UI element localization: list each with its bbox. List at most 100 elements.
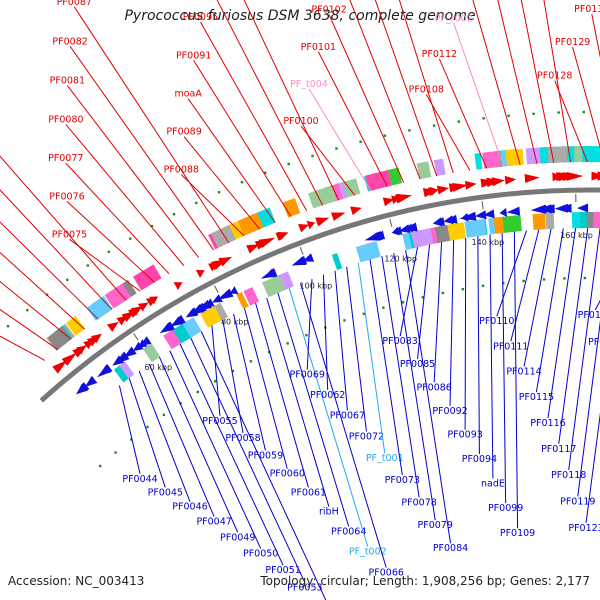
forward-gene-arrow [566,171,584,181]
reverse-gene-arrow [204,298,215,307]
forward-leader-line [193,60,292,217]
forward-gene-label: PF0076 [49,191,84,202]
forward-category-box [228,221,245,240]
outer-tick-mark [408,129,411,132]
reverse-gene-arrow [392,226,403,235]
reverse-leader-line [277,292,350,527]
inner-tick-mark [461,287,465,291]
forward-leader-line [349,0,421,180]
reverse-category-box [402,232,413,250]
reverse-leader-line [211,325,221,416]
reverse-leader-line [222,319,244,433]
reverse-gene-label: PF0114 [506,367,541,378]
reverse-leader-line [357,263,386,454]
outer-tick-mark [172,212,176,216]
inner-tick-mark [583,276,587,280]
forward-leader-line [216,0,324,206]
forward-leader-line [438,58,488,169]
reverse-gene-label: PF0047 [196,517,231,528]
scale-tick-line [133,333,139,341]
reverse-category-box [331,253,343,271]
reverse-gene-arrow [84,375,98,388]
scale-tick-label: 60 kbp [145,363,173,372]
reverse-gene-arrow [292,255,308,266]
forward-category-box [505,148,524,167]
forward-leader-line [0,280,72,340]
inner-tick-mark [114,451,117,454]
reverse-leader-line [369,259,403,476]
reverse-leader-line [306,279,313,370]
forward-gene-arrow [61,352,77,366]
reverse-leader-line [501,232,507,504]
reverse-gene-label: PF0085 [400,359,435,370]
reverse-gene-arrow [229,286,239,295]
outer-tick-mark [532,112,535,115]
forward-gene-label: PF0100 [283,116,318,127]
reverse-gene-label: PF_t001 [366,453,404,464]
outer-tick-mark [195,201,198,205]
forward-leader-line [69,45,215,251]
reverse-leader-line [568,228,600,471]
reverse-gene-label: PF0072 [349,432,384,443]
forward-gene-arrow [116,315,128,326]
forward-category-box [47,326,72,351]
outer-tick-mark [6,324,10,328]
outer-tick-mark [86,264,90,267]
reverse-gene-label: PF0086 [416,382,451,393]
scale-tick-label: 160 kbp [560,231,593,240]
reverse-gene-label: nadE [481,478,505,489]
inner-tick-mark [481,284,485,288]
reverse-leader-line [255,302,309,488]
forward-leader-line [69,238,141,292]
reverse-category-box [434,224,451,243]
inner-tick-mark [196,390,199,394]
reverse-gene-arrow [97,363,113,378]
reverse-leader-line [577,320,600,497]
scale-tick-line [299,247,304,255]
forward-gene-arrow [275,232,286,242]
reverse-category-box [571,212,582,229]
reverse-gene-label: PF0060 [270,469,305,480]
inner-tick-mark [130,438,133,441]
outer-tick-mark [287,162,290,166]
reverse-gene-arrow [402,222,418,232]
inner-tick-mark [441,291,445,295]
forward-leader-line [187,98,276,223]
forward-leader-line [472,0,521,166]
forward-gene-label: moaA [174,89,202,100]
reverse-gene-label: PF0051 [265,565,300,576]
forward-gene-label: PF0089 [166,127,201,138]
reverse-leader-line [128,378,166,488]
reverse-leader-line [159,356,239,533]
forward-gene-arrow [219,257,230,266]
reverse-leader-line [594,299,600,311]
reverse-category-box [142,343,161,363]
reverse-category-box [261,274,287,298]
forward-gene-arrow [258,237,276,249]
forward-leader-line [554,80,588,163]
reverse-leader-line [399,247,419,337]
scale-tick-label: 80 kbp [221,318,249,327]
map-title: Pyrococcus furiosus DSM 3638, complete g… [124,8,476,24]
forward-category-box [574,146,583,163]
forward-gene-label: PF0077 [48,153,83,164]
outer-tick-mark [150,224,154,228]
forward-gene-arrow [130,306,143,316]
forward-leader-line [180,174,245,237]
forward-leader-line [243,0,340,201]
reverse-leader-line [405,249,451,544]
forward-category-box [132,264,162,291]
inner-tick-mark [213,380,217,383]
reverse-gene-arrow [506,206,521,216]
forward-gene-label: PF_r002 [435,13,473,24]
reverse-leader-line [535,228,564,393]
reverse-gene-label: PF0050 [243,548,278,559]
reverse-leader-line [417,244,431,360]
reverse-leader-line [346,266,367,432]
reverse-gene-label: PF0059 [248,451,283,462]
reverse-leader-line [381,256,420,498]
reverse-leader-line [523,228,552,367]
forward-category-box [581,146,600,163]
reverse-gene-arrow [461,212,469,222]
inner-tick-mark [563,277,566,280]
